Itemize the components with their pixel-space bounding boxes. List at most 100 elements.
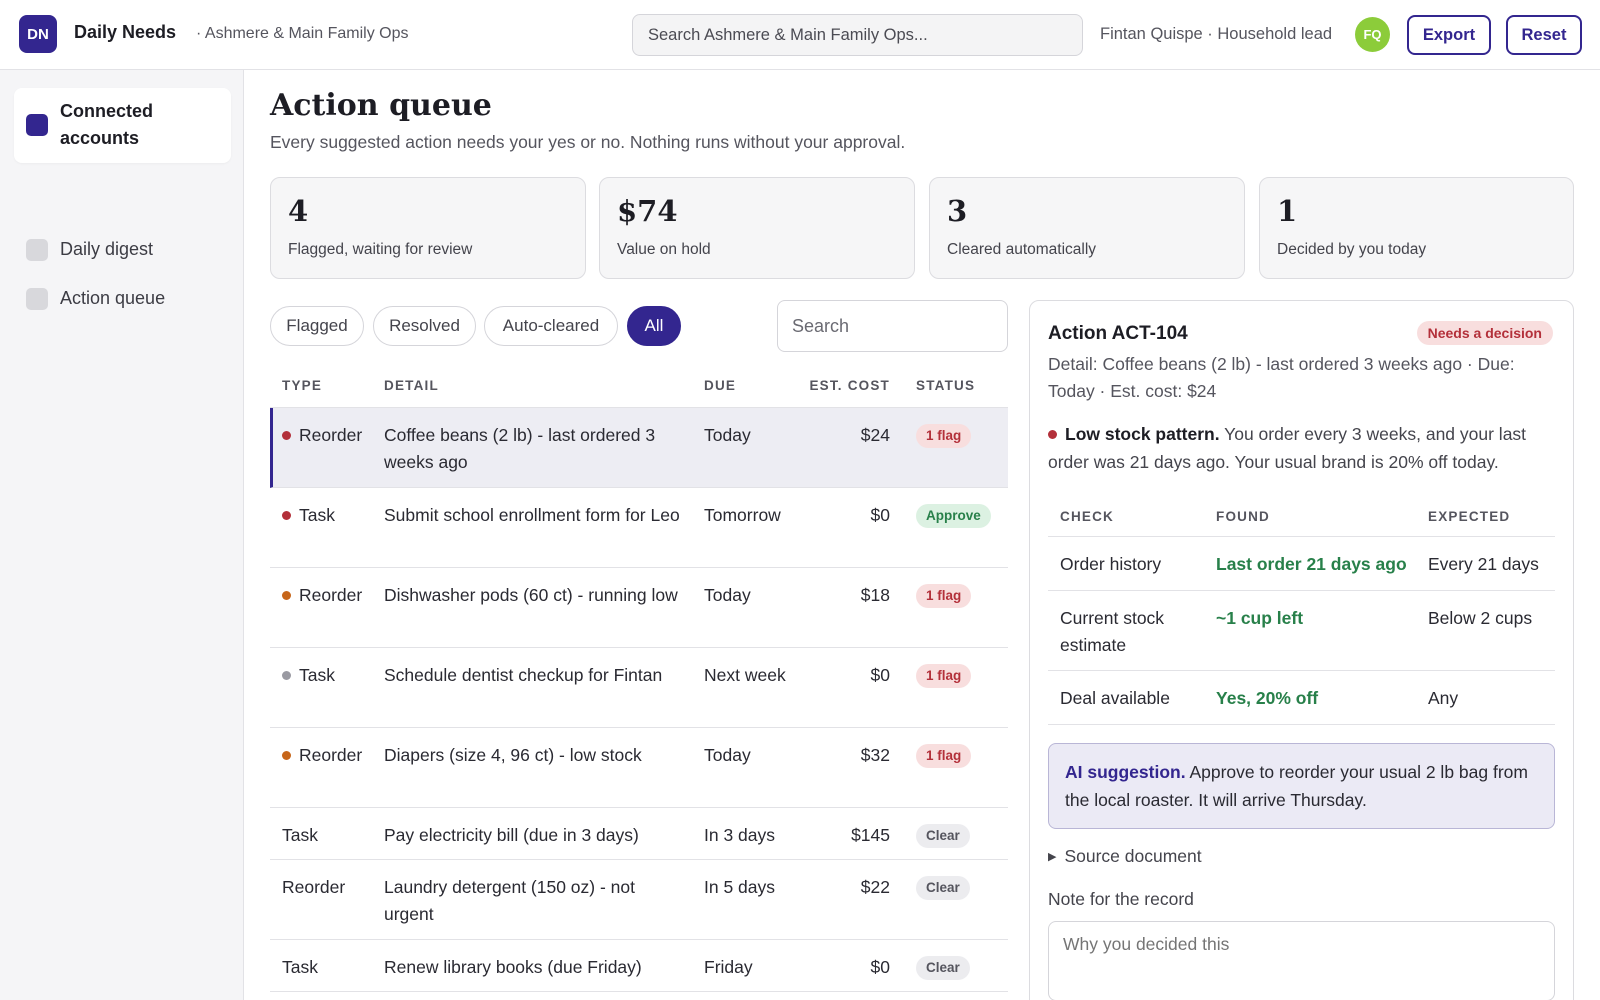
column-header-found: FOUND bbox=[1216, 509, 1270, 524]
square-icon bbox=[26, 239, 48, 261]
stat-caption: Flagged, waiting for review bbox=[288, 241, 473, 258]
column-header-expected: EXPECTED bbox=[1428, 509, 1511, 524]
table-row[interactable]: Task Pay electricity bill (due in 3 days)… bbox=[270, 808, 1008, 860]
row-status: 1 flag bbox=[916, 424, 972, 448]
ai-suggestion-text: Approve to reorder your usual 2 lb bag f… bbox=[1065, 762, 1528, 810]
filter-chip-flagged[interactable]: Flagged bbox=[270, 306, 364, 346]
row-status: Approve bbox=[916, 504, 991, 528]
row-cost: $0 bbox=[870, 665, 890, 685]
triangle-right-icon: ▶ bbox=[1048, 851, 1057, 863]
row-detail: Schedule dentist checkup for Fintan bbox=[384, 665, 663, 685]
table-row[interactable]: Reorder Diapers (size 4, 96 ct) - low sto… bbox=[270, 728, 1008, 808]
row-type-label: Task bbox=[299, 505, 335, 525]
table-row[interactable]: Reorder Dishwasher pods (60 ct) - running… bbox=[270, 568, 1008, 648]
row-type-label: Reorder bbox=[299, 425, 363, 445]
table-row[interactable]: Task Submit school enrollment form for Le… bbox=[270, 488, 1008, 568]
column-header-due[interactable]: DUE bbox=[704, 378, 737, 393]
stat-card-decided: 1 Decided by you today bbox=[1259, 177, 1574, 279]
status-badge: Clear bbox=[916, 824, 970, 848]
square-icon bbox=[26, 288, 48, 310]
row-type: Reorder bbox=[282, 874, 378, 901]
table-row[interactable]: Task Schedule dentist checkup for Fintan N… bbox=[270, 648, 1008, 728]
check-found: Last order 21 days ago bbox=[1216, 554, 1407, 574]
row-due: Today bbox=[704, 585, 751, 605]
row-type-label: Reorder bbox=[282, 877, 346, 897]
top-bar: DN Daily Needs · Ashmere & Main Family O… bbox=[0, 0, 1600, 70]
global-search-input[interactable]: Search Ashmere & Main Family Ops... bbox=[632, 14, 1083, 56]
row-cost: $18 bbox=[860, 585, 890, 605]
status-badge: 1 flag bbox=[916, 584, 972, 608]
row-type-label: Task bbox=[299, 665, 335, 685]
row-due: Tomorrow bbox=[704, 505, 781, 525]
row-cost: $32 bbox=[860, 745, 890, 765]
pattern-explanation: Low stock pattern. You order every 3 wee… bbox=[1048, 420, 1558, 476]
column-header-cost[interactable]: EST. COST bbox=[809, 378, 890, 393]
sidebar-item-daily-digest[interactable]: Daily digest bbox=[14, 235, 231, 265]
row-cost: $22 bbox=[860, 877, 890, 897]
sidebar: Connected accounts Daily digest Action q… bbox=[0, 70, 244, 1000]
row-cost: $0 bbox=[870, 957, 890, 977]
table-row[interactable]: Reorder Laundry detergent (150 oz) - not … bbox=[270, 860, 1008, 940]
row-type: Task bbox=[282, 502, 378, 529]
check-row: Order history Last order 21 days ago Eve… bbox=[1048, 537, 1555, 591]
row-detail: Dishwasher pods (60 ct) - running low bbox=[384, 585, 678, 605]
check-found: Yes, 20% off bbox=[1216, 688, 1319, 708]
row-cost: $24 bbox=[860, 425, 890, 445]
row-type-label: Reorder bbox=[299, 585, 363, 605]
action-title: Action ACT-104 bbox=[1048, 323, 1188, 344]
status-badge: Clear bbox=[916, 956, 970, 980]
row-due: Friday bbox=[704, 957, 753, 977]
check-name: Current stock estimate bbox=[1060, 608, 1165, 655]
app-title: Daily Needs bbox=[74, 22, 177, 42]
column-header-type[interactable]: TYPE bbox=[282, 378, 323, 393]
row-detail: Coffee beans (2 lb) - last ordered 3 wee… bbox=[384, 425, 656, 472]
column-header-status[interactable]: STATUS bbox=[916, 378, 976, 393]
row-due: In 5 days bbox=[704, 877, 776, 897]
row-type-label: Task bbox=[282, 825, 318, 845]
pattern-title: Low stock pattern. bbox=[1065, 424, 1220, 444]
status-badge: 1 flag bbox=[916, 664, 972, 688]
stat-card-cleared: 3 Cleared automatically bbox=[929, 177, 1245, 279]
check-table-header: CHECK FOUND EXPECTED bbox=[1048, 497, 1555, 537]
row-cost: $0 bbox=[870, 505, 890, 525]
filter-chip-auto-cleared[interactable]: Auto-cleared bbox=[484, 306, 618, 346]
row-status: 1 flag bbox=[916, 584, 972, 608]
row-detail: Laundry detergent (150 oz) - not urgent bbox=[384, 877, 635, 924]
queue-search-input[interactable]: Search bbox=[777, 300, 1008, 352]
avatar[interactable]: FQ bbox=[1355, 17, 1390, 52]
row-detail: Submit school enrollment form for Leo bbox=[384, 505, 680, 525]
alert-dot-icon bbox=[1048, 430, 1057, 439]
stat-card-flagged: 4 Flagged, waiting for review bbox=[270, 177, 586, 279]
reset-button[interactable]: Reset bbox=[1506, 15, 1582, 55]
sidebar-item-action-queue[interactable]: Action queue bbox=[14, 284, 231, 314]
sidebar-item-label: Action queue bbox=[60, 288, 166, 308]
filter-chip-resolved[interactable]: Resolved bbox=[373, 306, 476, 346]
user-label: Fintan Quispe · Household lead bbox=[1100, 25, 1333, 43]
page-subtitle: Every suggested action needs your yes or… bbox=[270, 132, 906, 152]
column-header-detail[interactable]: DETAIL bbox=[384, 378, 439, 393]
check-row: Current stock estimate ~1 cup left Below… bbox=[1048, 591, 1555, 671]
row-type: Task bbox=[282, 822, 378, 849]
source-document-toggle[interactable]: ▶ Source document bbox=[1048, 846, 1202, 867]
row-type: Reorder bbox=[282, 422, 378, 449]
priority-dot-icon bbox=[282, 591, 291, 600]
source-document-label: Source document bbox=[1064, 846, 1202, 866]
workspace-name: · Ashmere & Main Family Ops bbox=[196, 25, 409, 42]
sidebar-item-label: Daily digest bbox=[60, 239, 154, 259]
row-type: Task bbox=[282, 954, 378, 981]
sidebar-item-connected-accounts[interactable]: Connected accounts bbox=[14, 88, 231, 163]
table-row[interactable]: Task Renew library books (due Friday) Frid… bbox=[270, 940, 1008, 992]
note-textarea[interactable] bbox=[1048, 921, 1555, 1000]
stat-card-value-on-hold: $74 Value on hold bbox=[599, 177, 915, 279]
export-button[interactable]: Export bbox=[1407, 15, 1491, 55]
row-due: Next week bbox=[704, 665, 786, 685]
priority-dot-icon bbox=[282, 671, 291, 680]
row-type: Reorder bbox=[282, 742, 378, 769]
filter-chip-all[interactable]: All bbox=[627, 306, 681, 346]
status-badge: 1 flag bbox=[916, 424, 972, 448]
check-found: ~1 cup left bbox=[1216, 608, 1304, 628]
row-due: Today bbox=[704, 425, 751, 445]
row-type: Reorder bbox=[282, 582, 378, 609]
row-due: Today bbox=[704, 745, 751, 765]
table-row[interactable]: Reorder Coffee beans (2 lb) - last ordere… bbox=[270, 408, 1008, 488]
